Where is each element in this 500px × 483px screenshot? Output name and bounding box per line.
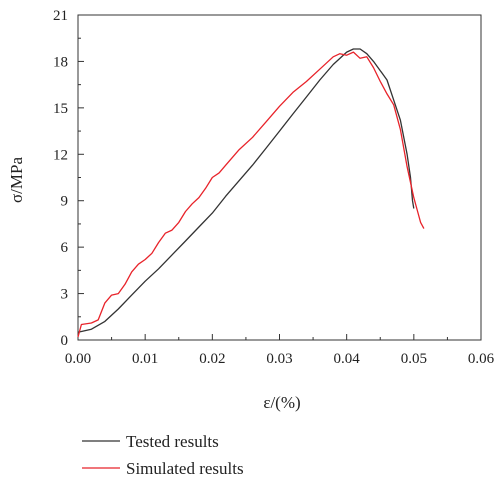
legend: Tested results Simulated results	[82, 432, 244, 478]
x-axis: 0.00 0.01 0.02 0.03 0.04 0.05 0.06	[65, 334, 495, 367]
series-layer	[77, 48, 425, 338]
legend-label-simulated: Simulated results	[126, 459, 244, 478]
x-axis-title: ε/(%)	[263, 393, 300, 412]
x-tick-label: 0.02	[199, 351, 225, 367]
y-tick-label: 0	[61, 333, 69, 349]
x-tick-label: 0.06	[468, 351, 495, 367]
y-tick-label: 6	[61, 240, 69, 256]
y-axis-title: σ/MPa	[7, 157, 26, 203]
y-axis: 0 3 6 9 12 15 18 21	[53, 8, 84, 349]
y-tick-label: 18	[53, 54, 68, 70]
x-tick-label: 0.04	[334, 351, 361, 367]
x-tick-label: 0.05	[401, 351, 427, 367]
legend-label-tested: Tested results	[126, 432, 219, 451]
y-tick-label: 12	[53, 147, 68, 163]
x-tick-label: 0.00	[65, 351, 91, 367]
plot-area	[77, 14, 482, 341]
y-tick-label: 15	[53, 101, 68, 117]
y-tick-label: 9	[61, 194, 69, 210]
series-line-tested	[77, 48, 415, 333]
y-tick-label: 3	[61, 287, 69, 303]
y-tick-label: 21	[53, 8, 68, 24]
x-tick-label: 0.03	[266, 351, 292, 367]
plot-frame	[77, 14, 482, 341]
series-line-simulated	[77, 51, 425, 338]
x-tick-label: 0.01	[132, 351, 158, 367]
